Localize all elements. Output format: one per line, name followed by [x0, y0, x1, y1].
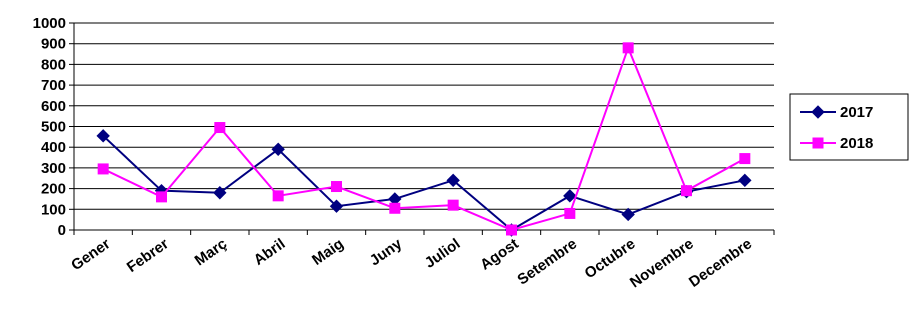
data-point-2018: [622, 42, 634, 54]
legend-item-2018: 2018: [800, 135, 873, 152]
data-point-2018: [389, 202, 401, 214]
data-point-2018: [564, 207, 576, 219]
y-axis: 0 100 200 300 400 500 600 700 800 900 1000: [33, 15, 75, 239]
x-tick-label: Agost: [477, 235, 522, 273]
series-2017: [96, 129, 752, 237]
data-point-2017: [96, 129, 110, 143]
data-point-2017: [271, 142, 285, 156]
legend-item-2017: 2017: [800, 104, 873, 121]
gridlines: [74, 22, 774, 231]
x-tick-label: Març: [192, 235, 230, 269]
x-axis: Gener Febrer Març Abril Maig Juny Juliol AgostS…: [68, 229, 775, 291]
x-tick-label: Gener: [68, 235, 113, 274]
data-point-2017: [621, 207, 635, 222]
data-point-2018: [156, 191, 167, 203]
series-layer: [96, 42, 752, 237]
x-tick-label: Juliol: [422, 235, 464, 271]
y-tick-label: 500: [41, 119, 66, 136]
x-tick-label: Juny: [367, 235, 406, 269]
data-point-2017: [213, 186, 227, 200]
legend: 2017 2018: [789, 93, 909, 161]
x-tick-label: Maig: [309, 235, 347, 269]
y-tick-label: 700: [41, 77, 66, 94]
series-line-2018: [102, 45, 746, 232]
data-point-2018: [272, 190, 284, 202]
y-tick-label: 400: [41, 139, 66, 156]
y-tick-label: 1000: [33, 15, 66, 32]
y-tick-label: 600: [41, 98, 66, 115]
data-point-2017: [563, 189, 577, 203]
y-tick-label: 100: [41, 201, 66, 218]
data-point-2017: [329, 199, 344, 213]
y-tick-label: 0: [58, 222, 66, 239]
x-tick-label: Novembre: [627, 235, 697, 291]
y-tick-label: 900: [41, 36, 66, 53]
y-tick-label: 800: [41, 56, 66, 73]
data-point-2018: [97, 163, 109, 175]
y-tick-label: 200: [41, 181, 66, 198]
legend-label: 2018: [840, 135, 873, 152]
data-point-2017: [738, 173, 752, 188]
data-point-2018: [681, 185, 692, 197]
data-point-2017: [446, 173, 460, 188]
y-tick-label: 300: [41, 160, 66, 177]
x-tick-label: Febrer: [124, 235, 172, 276]
data-point-2018: [506, 224, 517, 236]
data-point-2018: [447, 199, 459, 211]
data-point-2018: [331, 181, 342, 193]
data-point-2018: [214, 122, 226, 134]
legend-label: 2017: [840, 104, 873, 121]
legend-marker: [811, 105, 825, 119]
legend-marker: [812, 137, 824, 149]
series-line-2017: [102, 135, 746, 232]
series-2018: [97, 42, 751, 236]
x-tick-label: Abril: [251, 235, 289, 269]
x-tick-label: Setembre: [514, 235, 580, 288]
legend-box: [789, 93, 909, 161]
x-tick-label: Decembre: [686, 235, 755, 291]
data-point-2018: [739, 153, 751, 165]
